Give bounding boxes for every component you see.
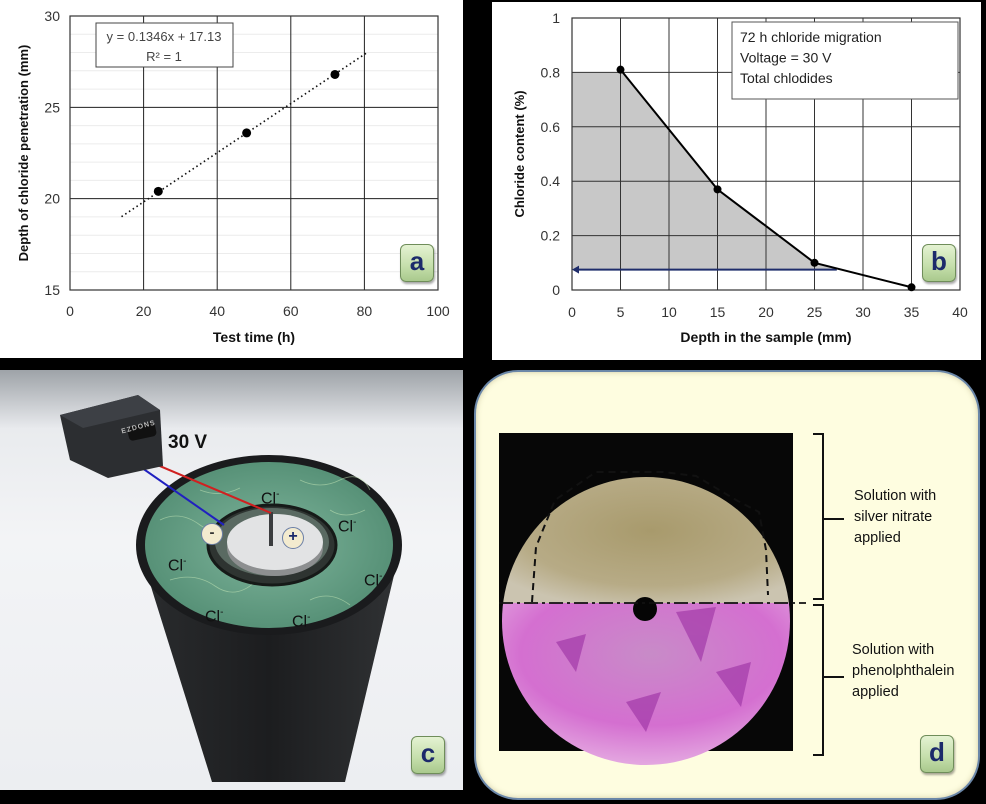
svg-text:5: 5 bbox=[617, 304, 625, 320]
upper-bracket bbox=[813, 433, 824, 600]
chloride-ion-label: Cl- bbox=[364, 571, 383, 590]
concrete-specimen bbox=[227, 514, 323, 570]
svg-text:100: 100 bbox=[426, 303, 450, 319]
svg-text:0: 0 bbox=[66, 303, 74, 319]
voltage-label: 30 V bbox=[168, 432, 208, 453]
anode-rod bbox=[269, 512, 273, 546]
panel-label-c: c bbox=[411, 736, 445, 774]
chloride-ion-label: Cl- bbox=[168, 556, 187, 575]
svg-text:60: 60 bbox=[283, 303, 299, 319]
chloride-ion-label: Cl- bbox=[205, 607, 224, 626]
svg-text:0.2: 0.2 bbox=[541, 228, 561, 244]
svg-text:0: 0 bbox=[552, 282, 560, 298]
lower-bracket bbox=[813, 604, 824, 756]
svg-text:1: 1 bbox=[552, 10, 560, 26]
chloride-ion-label: Cl- bbox=[338, 517, 357, 536]
chloride-ion-label: Cl- bbox=[292, 612, 311, 631]
phenolphthalein-annotation: Solution with phenolphthalein applied bbox=[852, 642, 955, 700]
silver-nitrate-annotation: Solution with silver nitrate applied bbox=[854, 488, 937, 546]
svg-text:0.4: 0.4 bbox=[541, 173, 561, 189]
svg-text:0.8: 0.8 bbox=[541, 64, 561, 80]
svg-text:20: 20 bbox=[136, 303, 152, 319]
svg-text:80: 80 bbox=[357, 303, 373, 319]
svg-text:Total chlodides: Total chlodides bbox=[740, 70, 833, 86]
panel-d-specimen-photo: Solution with silver nitrate applied Sol… bbox=[474, 370, 980, 800]
anode-symbol: + bbox=[282, 527, 304, 549]
chloride-ion-label: Cl- bbox=[261, 489, 280, 508]
svg-text:72 h chloride migration: 72 h chloride migration bbox=[740, 29, 882, 45]
panel-a-penetration-chart: 0 20 40 60 80 100 15 20 25 30 Test time (h) Depth o… bbox=[0, 0, 463, 358]
svg-text:Chloride content (%): Chloride content (%) bbox=[512, 90, 527, 217]
anode-hole bbox=[633, 597, 657, 621]
svg-text:15: 15 bbox=[710, 304, 726, 320]
svg-text:40: 40 bbox=[952, 304, 968, 320]
chart-b-svg: 0 5 10 15 20 25 30 35 40 0 0.2 0.4 0.6 0.8 1 Depth in t… bbox=[512, 10, 968, 345]
cathode-symbol: - bbox=[201, 523, 223, 545]
chart-a-svg: 0 20 40 60 80 100 15 20 25 30 Test time (h) Depth o… bbox=[16, 8, 450, 345]
panel-label-a: a bbox=[400, 244, 434, 282]
svg-text:0.6: 0.6 bbox=[541, 119, 561, 135]
svg-text:R² = 1: R² = 1 bbox=[146, 49, 182, 64]
svg-text:25: 25 bbox=[44, 99, 60, 115]
svg-text:15: 15 bbox=[44, 282, 60, 298]
svg-text:0: 0 bbox=[568, 304, 576, 320]
panel-b-chloride-profile-chart: 0 5 10 15 20 25 30 35 40 0 0.2 0.4 0.6 0.8 1 Depth in t… bbox=[492, 2, 981, 360]
power-supply-icon bbox=[60, 395, 163, 478]
panel-label-b: b bbox=[922, 244, 956, 282]
svg-text:Voltage = 30 V: Voltage = 30 V bbox=[740, 50, 832, 66]
svg-text:25: 25 bbox=[807, 304, 823, 320]
svg-text:30: 30 bbox=[855, 304, 871, 320]
svg-text:35: 35 bbox=[904, 304, 920, 320]
svg-text:Test time (h): Test time (h) bbox=[213, 329, 295, 345]
specimen-photo-drawing bbox=[499, 433, 844, 765]
svg-text:30: 30 bbox=[44, 8, 60, 24]
svg-text:40: 40 bbox=[209, 303, 225, 319]
svg-text:Depth of chloride penetration: Depth of chloride penetration (mm) bbox=[16, 45, 31, 262]
svg-text:Depth in the sample (mm): Depth in the sample (mm) bbox=[680, 329, 851, 345]
svg-text:10: 10 bbox=[661, 304, 677, 320]
svg-text:y = 0.1346x + 17.13: y = 0.1346x + 17.13 bbox=[107, 29, 222, 44]
panel-label-d: d bbox=[920, 735, 954, 773]
svg-text:20: 20 bbox=[758, 304, 774, 320]
panel-c-migration-cell-illustration: 30 V EZDONS - + Cl- Cl- Cl- Cl- Cl- Cl- … bbox=[0, 370, 463, 790]
migration-cell-drawing bbox=[60, 395, 402, 782]
svg-text:20: 20 bbox=[44, 191, 60, 207]
